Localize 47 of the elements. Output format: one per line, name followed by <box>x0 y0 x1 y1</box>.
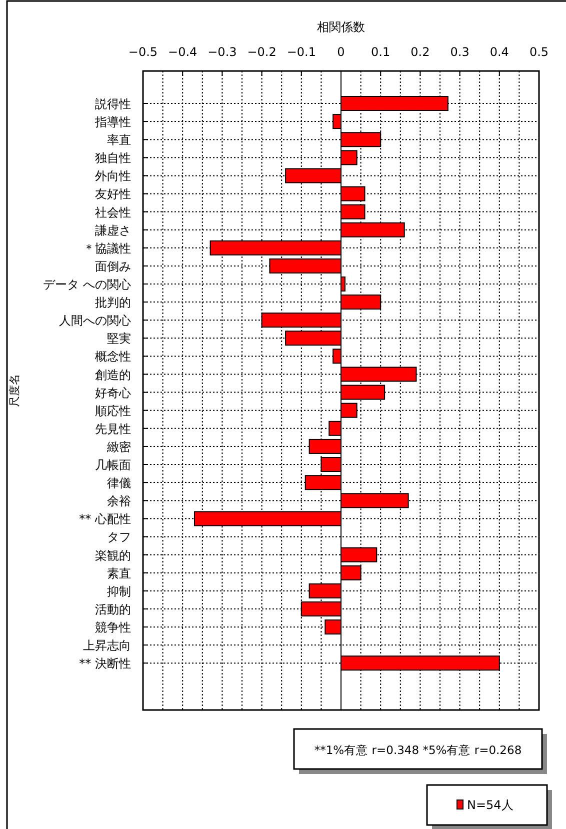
y-tick-label: 独自性 <box>95 151 131 166</box>
y-tick-label: 競争性 <box>95 620 131 634</box>
y-tick-label: 上昇志向 <box>83 638 131 653</box>
text: **1%有意 r=0.348 *5%有意 r=0.268 <box>314 743 522 757</box>
y-tick-label: 几帳面 <box>95 458 131 472</box>
y-tick-label: タフ <box>107 530 131 544</box>
y-tick-label: 率直 <box>107 133 131 148</box>
y-tick-label: 素直 <box>107 566 131 580</box>
y-tick-label: 抑制 <box>107 584 131 598</box>
y-tick-label: 友好性 <box>95 187 131 202</box>
y-tick-label: 社会性 <box>95 205 131 220</box>
y-tick-label: 概念性 <box>95 350 131 364</box>
y-tick-label: 謙虚さ <box>95 223 131 238</box>
x-tick-label: 0.5 <box>529 45 549 59</box>
y-tick-label: ** 心配性 <box>79 512 131 526</box>
x-axis-title: 相関係数 <box>317 20 365 34</box>
x-tick-label: −0.4 <box>168 45 198 59</box>
y-tick-label: 堅実 <box>107 332 131 346</box>
x-tick-label: −0.3 <box>208 45 237 59</box>
y-tick-label: 創造的 <box>95 368 131 382</box>
y-axis-title: 尺度名 <box>8 374 21 407</box>
y-tick-label: ** 決断性 <box>79 656 131 671</box>
y-tick-label: 指導性 <box>94 115 131 130</box>
x-tick-label: 0.1 <box>371 45 390 59</box>
y-tick-label: 緻密 <box>106 440 131 454</box>
x-tick-label: −0.5 <box>128 45 158 59</box>
y-tick-label: 人間への関心 <box>59 314 131 328</box>
y-tick-label: 面倒み <box>95 259 131 274</box>
x-tick-label: 0.2 <box>410 45 430 59</box>
y-tick-label: データ への関心 <box>43 278 131 292</box>
y-tick-label: 律儀 <box>107 476 131 490</box>
y-tick-label: ＊協議性 <box>83 241 131 256</box>
y-tick-label: 余裕 <box>107 494 131 508</box>
y-tick-label: 活動的 <box>95 602 131 616</box>
legend-label: N=54人 <box>467 798 514 812</box>
y-tick-label: 説得性 <box>95 96 131 111</box>
y-tick-label: 順応性 <box>95 404 131 418</box>
x-tick-label: 0.3 <box>450 45 470 59</box>
y-tick-label: 好奇心 <box>95 386 131 400</box>
x-tick-label: 0 <box>337 45 345 59</box>
x-tick-label: −0.2 <box>247 45 276 59</box>
x-tick-label: −0.1 <box>286 45 316 59</box>
y-tick-label: 楽観的 <box>95 548 131 562</box>
x-tick-label: 0.4 <box>490 45 509 59</box>
y-tick-label: 批判的 <box>95 296 131 310</box>
y-tick-label: 外向性 <box>95 169 131 184</box>
y-tick-label: 先見性 <box>95 422 131 436</box>
